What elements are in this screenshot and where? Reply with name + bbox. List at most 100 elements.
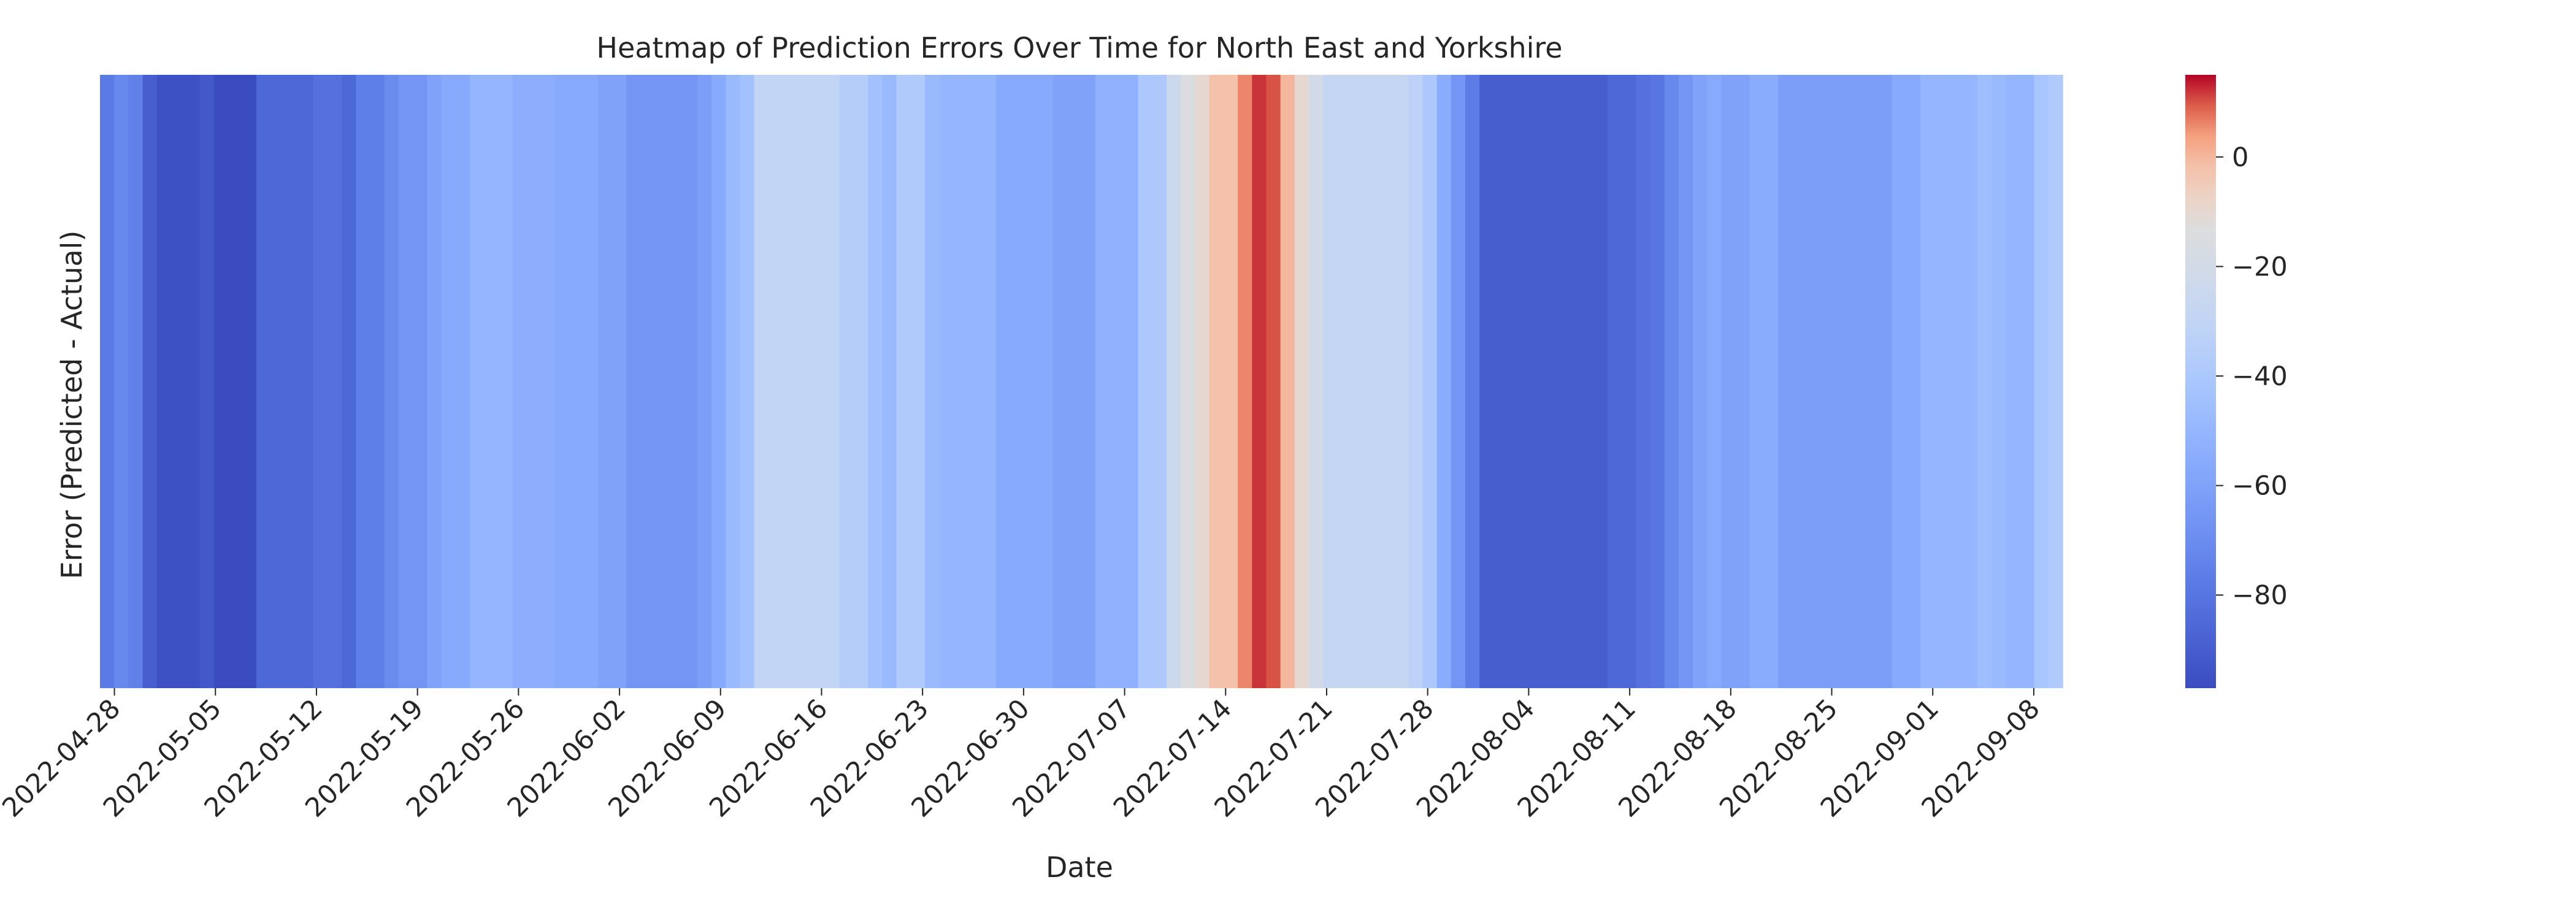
heatmap-cell [1834,75,1850,688]
heatmap-cell [1038,75,1054,688]
heatmap-cell [2020,75,2035,688]
heatmap-cell [1792,75,1807,688]
heatmap-cell [939,75,954,688]
colorbar [2185,75,2216,688]
heatmap-cell [100,75,115,688]
heatmap-cell [1721,75,1736,688]
heatmap-cell [1607,75,1622,688]
heatmap-cell [1579,75,1594,688]
heatmap-cell [156,75,172,688]
heatmap-cell [640,75,656,688]
heatmap-cell [797,75,812,688]
heatmap-cell [1138,75,1153,688]
heatmap-cell [1422,75,1438,688]
heatmap-cell [1379,75,1395,688]
heatmap-cell [1949,75,1964,688]
heatmap-cell [611,75,627,688]
heatmap-cell [626,75,641,688]
heatmap-cell [526,75,542,688]
heatmap-cell [328,75,342,688]
chart-title: Heatmap of Prediction Errors Over Time f… [596,31,1562,64]
heatmap-cell [1337,75,1352,688]
heatmap-cell [1977,75,1992,688]
heatmap-cell [242,75,257,688]
heatmap-cell [910,75,926,688]
heatmap-cell [455,75,470,688]
heatmap-cell [228,75,243,688]
heatmap-cell [953,75,968,688]
heatmap-cell [1892,75,1907,688]
heatmap-cell [2034,75,2049,688]
heatmap-cell [413,75,428,688]
heatmap-cell [1650,75,1665,688]
heatmap-cell [1465,75,1481,688]
heatmap-cell [1067,75,1082,688]
heatmap-cell [1451,75,1466,688]
heatmap-cell [171,75,186,688]
heatmap-cell [1764,75,1779,688]
heatmap-cell [1052,75,1068,688]
heatmap-cell [1593,75,1608,688]
heatmap-cell [597,75,613,688]
heatmap-cell [981,75,997,688]
colorbar-tick-label: −80 [2232,580,2288,611]
heatmap-cell [512,75,527,688]
heatmap-cell [1110,75,1125,688]
heatmap-cell [469,75,485,688]
heatmap-cell [185,75,201,688]
heatmap-cell [754,75,769,688]
heatmap-cell [1081,75,1096,688]
heatmap-cell [299,75,314,688]
heatmap-cell [484,75,499,688]
heatmap-cell [213,75,229,688]
heatmap-cell [1280,75,1295,688]
heatmap-cell [1209,75,1224,688]
heatmap-cell [285,75,300,688]
heatmap-cell [1877,75,1893,688]
heatmap-cell [1479,75,1495,688]
heatmap-cell [1095,75,1111,688]
heatmap-cell [427,75,442,688]
heatmap-cell [1963,75,1978,688]
heatmap-cell [726,75,741,688]
heatmap-cell [1565,75,1580,688]
heatmap-cell [1294,75,1309,688]
heatmap-cell [811,75,826,688]
heatmap-cell [2006,75,2021,688]
heatmap-cell [1820,75,1836,688]
heatmap-cell [1636,75,1651,688]
heatmap-cell [654,75,670,688]
heatmap-cell [256,75,272,688]
y-axis-label: Error (Predicted - Actual) [55,231,88,580]
heatmap-cell [853,75,868,688]
heatmap-cell [740,75,755,688]
heatmap-cell [1181,75,1196,688]
heatmap-cell [1195,75,1210,688]
heatmap-cell [441,75,456,688]
heatmap-cell [683,75,698,688]
heatmap-cell [1223,75,1238,688]
heatmap-cell [114,75,129,688]
heatmap-cell [783,75,798,688]
heatmap-cell [825,75,840,688]
heatmap-cell [924,75,940,688]
colorbar-tick-label: 0 [2232,142,2248,173]
heatmap-cell [1167,75,1182,688]
heatmap-cell [1323,75,1338,688]
heatmap-cell [569,75,585,688]
heatmap-cell [882,75,897,688]
heatmap-cell [1707,75,1722,688]
heatmap-cells [100,75,2063,688]
heatmap-cell [270,75,286,688]
heatmap-cell [1991,75,2007,688]
heatmap-cell [1152,75,1167,688]
heatmap-cell [313,75,328,688]
heatmap-cell [398,75,413,688]
heatmap-cell [1252,75,1267,688]
colorbar-tick-label: −20 [2232,252,2288,283]
heatmap-cell [995,75,1011,688]
heatmap-cell [1934,75,1950,688]
heatmap-cell [711,75,727,688]
heatmap-cell [896,75,911,688]
heatmap-cell [1266,75,1281,688]
